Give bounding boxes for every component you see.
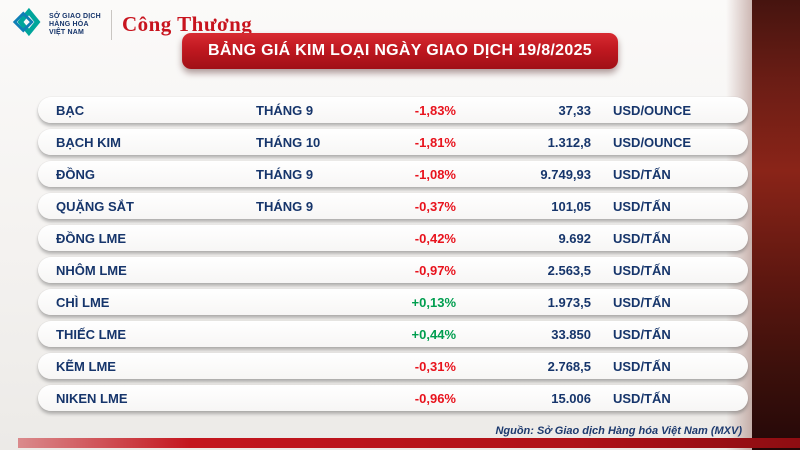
price-table: BẠC THÁNG 9 -1,83% 37,33 USD/OUNCE BẠCH KIM TH… (38, 97, 748, 411)
commodity-name: NIKEN LME (56, 390, 128, 406)
change-percent: -0,42% (414, 230, 456, 246)
table-row: NHÔM LME -0,97% 2.563,5 USD/TẤN (38, 257, 748, 283)
price-unit: USD/TẤN (613, 198, 671, 214)
logo-divider (110, 9, 112, 40)
price-unit: USD/TẤN (613, 230, 671, 246)
background-photo-strip (752, 0, 800, 450)
price-unit: USD/TẤN (613, 326, 671, 342)
price-unit: USD/TẤN (613, 294, 671, 310)
source-note: Nguồn: Sở Giao dịch Hàng hóa Việt Nam (M… (495, 425, 742, 437)
mxv-logo: SỞ GIAO DỊCH HÀNG HÓA VIỆT NAM (12, 7, 101, 42)
table-row: BẠCH KIM THÁNG 10 -1,81% 1.312,8 USD/OUNCE (38, 129, 748, 155)
price-unit: USD/TẤN (613, 166, 671, 182)
change-percent: -1,83% (414, 102, 456, 118)
table-row: NIKEN LME -0,96% 15.006 USD/TẤN (38, 385, 748, 411)
change-percent: -0,31% (414, 358, 456, 374)
contract-month: THÁNG 9 (256, 166, 314, 182)
commodity-name: QUẶNG SẮT (56, 198, 134, 214)
mxv-diamond-icon (12, 7, 44, 42)
congthuong-logo: Công Thương (121, 12, 253, 36)
commodity-name: BẠCH KIM (56, 134, 121, 150)
table-row: CHÌ LME +0,13% 1.973,5 USD/TẤN (38, 289, 748, 315)
price-unit: USD/OUNCE (613, 102, 692, 118)
bottom-red-bar (18, 438, 800, 448)
price-value: 15.006 (551, 390, 591, 406)
change-percent: +0,13% (411, 294, 456, 310)
price-value: 101,05 (551, 198, 591, 214)
commodity-name: ĐỒNG (56, 166, 95, 182)
table-row: KẼM LME -0,31% 2.768,5 USD/TẤN (38, 353, 748, 379)
price-unit: USD/TẤN (613, 262, 671, 278)
commodity-name: CHÌ LME (56, 294, 110, 310)
commodity-name: KẼM LME (56, 358, 116, 374)
commodity-name: NHÔM LME (56, 262, 127, 278)
table-row: ĐỒNG THÁNG 9 -1,08% 9.749,93 USD/TẤN (38, 161, 748, 187)
price-value: 37,33 (558, 102, 591, 118)
change-percent: -0,37% (414, 198, 456, 214)
price-value: 2.768,5 (547, 358, 591, 374)
change-percent: -0,96% (414, 390, 456, 406)
change-percent: +0,44% (411, 326, 456, 342)
contract-month: THÁNG 9 (256, 102, 314, 118)
mxv-logo-text: SỞ GIAO DỊCH HÀNG HÓA VIỆT NAM (49, 12, 101, 36)
price-value: 1.312,8 (547, 134, 591, 150)
page-title: BẢNG GIÁ KIM LOẠI NGÀY GIAO DỊCH 19/8/20… (182, 33, 618, 69)
table-row: ĐỒNG LME -0,42% 9.692 USD/TẤN (38, 225, 748, 251)
change-percent: -0,97% (414, 262, 456, 278)
table-row: BẠC THÁNG 9 -1,83% 37,33 USD/OUNCE (38, 97, 748, 123)
table-row: QUẶNG SẮT THÁNG 9 -0,37% 101,05 USD/TẤN (38, 193, 748, 219)
price-unit: USD/TẤN (613, 358, 671, 374)
contract-month: THÁNG 9 (256, 198, 314, 214)
change-percent: -1,81% (414, 134, 456, 150)
price-value: 9.692 (558, 230, 591, 246)
header-logos: SỞ GIAO DỊCH HÀNG HÓA VIỆT NAM Công Thươ… (12, 7, 252, 42)
commodity-name: THIẾC LME (56, 326, 127, 342)
commodity-name: ĐỒNG LME (56, 230, 127, 246)
price-value: 9.749,93 (540, 166, 591, 182)
table-row: THIẾC LME +0,44% 33.850 USD/TẤN (38, 321, 748, 347)
price-value: 33.850 (551, 326, 591, 342)
contract-month: THÁNG 10 (256, 134, 321, 150)
price-value: 2.563,5 (547, 262, 591, 278)
price-unit: USD/OUNCE (613, 134, 692, 150)
commodity-name: BẠC (56, 102, 85, 118)
price-value: 1.973,5 (547, 294, 591, 310)
change-percent: -1,08% (414, 166, 456, 182)
price-unit: USD/TẤN (613, 390, 671, 406)
